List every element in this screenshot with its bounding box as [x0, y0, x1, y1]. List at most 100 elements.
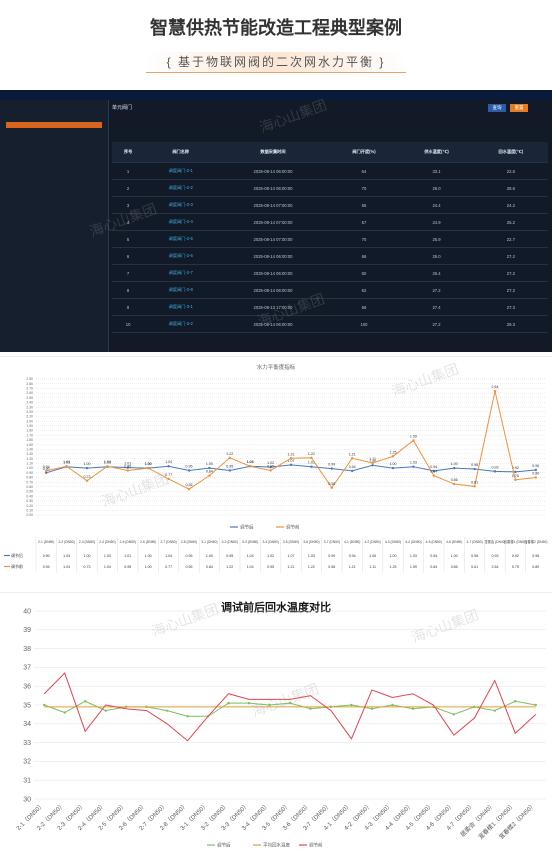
table-header: 4-2 (DN50)	[364, 540, 380, 544]
table-cell: 4	[112, 213, 145, 231]
table-cell: 29.3	[473, 315, 548, 333]
table-cell: 调度阀门-2-6	[144, 247, 218, 265]
table-cell: 1.00	[390, 554, 397, 558]
table-cell: 0.55	[186, 565, 193, 569]
data-point	[309, 707, 312, 710]
y-tick-label: 32	[23, 759, 31, 766]
data-point	[85, 466, 89, 470]
data-label: 1.04	[63, 460, 70, 464]
data-label: 1.21	[349, 452, 356, 456]
data-label: 1.00	[145, 462, 152, 466]
table-cell: 1.07	[288, 554, 295, 558]
table-cell: 调度阀门-2-4	[144, 213, 218, 231]
table-cell: 0.84	[206, 565, 213, 569]
table-header: 4-6 (DN50)	[446, 540, 462, 544]
data-label: 1.04	[165, 460, 172, 464]
data-point	[391, 455, 395, 458]
data-label: 1.00	[451, 462, 458, 466]
data-label: 0.95	[267, 464, 274, 468]
table-cell: 22.6	[473, 162, 548, 180]
data-label: 0.94	[349, 465, 356, 469]
data-point	[411, 707, 415, 710]
data-label: 0.66	[451, 478, 458, 482]
legend-label: 调节后	[217, 842, 231, 849]
data-point	[493, 389, 497, 393]
data-point	[330, 486, 333, 489]
table-header: 4-3 (DN50)	[385, 540, 401, 544]
table-header: 3-6 (DN50)	[303, 540, 319, 544]
data-label: 0.94	[43, 465, 50, 469]
table-header: 2-8 (DN50)	[181, 540, 197, 544]
data-point	[514, 700, 517, 703]
data-label: 1.00	[390, 462, 397, 466]
data-point	[473, 485, 476, 488]
data-point	[187, 469, 191, 472]
table-row: 1 调度阀门-2-1 2025-08-14 06:00:00 64 33.1 22.6	[112, 162, 548, 180]
table-cell: 10	[112, 315, 145, 333]
data-point	[167, 465, 170, 468]
data-label: 1.59	[410, 434, 417, 438]
data-label: 0.95	[226, 464, 233, 468]
data-point	[514, 478, 517, 482]
table-header: 4-4 (DN50)	[405, 540, 421, 544]
data-point	[65, 465, 68, 468]
data-point	[227, 701, 230, 705]
column-header: 数据采集时间	[217, 142, 329, 163]
table-cell: 调度阀门-2-5	[144, 230, 218, 248]
data-point	[391, 703, 394, 707]
y-tick-label: 0.80	[26, 476, 33, 480]
table-cell: 26.0	[399, 179, 474, 197]
data-label: 0.77	[165, 473, 172, 477]
table-header: 2-2 (DN50)	[58, 540, 74, 544]
table-header: 3-4 (DN50)	[262, 540, 278, 544]
data-label: 1.21	[288, 452, 295, 456]
data-point	[391, 466, 395, 470]
column-header: 回水温度(℃)	[473, 142, 548, 163]
table-header: 3-7 (DN50)	[324, 540, 340, 544]
table-cell: 调度阀门-2-7	[144, 264, 218, 282]
table-cell: 0.61	[471, 565, 478, 569]
reset-button[interactable]: 重置	[510, 104, 528, 112]
table-header: 3-3 (DN50)	[242, 540, 258, 544]
data-label: 0.95	[186, 464, 193, 468]
table-cell: 2025-08-14 06:00:00	[217, 179, 329, 197]
data-point	[288, 701, 292, 705]
table-cell: 26.0	[399, 247, 474, 265]
table-row-label: 调节前	[11, 563, 23, 569]
table-row: 5 调度阀门-2-5 2025-08-14 07:00:00 70 25.9 22.7	[112, 230, 548, 248]
table-cell: 27.2	[473, 264, 548, 282]
table-cell: 2025-08-13 17:00:00	[217, 298, 329, 316]
y-tick-label: 0.30	[26, 499, 33, 503]
table-cell: 0.95	[186, 554, 193, 558]
data-label: 1.00	[84, 462, 91, 466]
table-cell: 100	[328, 315, 400, 333]
data-point	[350, 703, 353, 707]
y-tick-label: 31	[23, 778, 31, 785]
data-point	[249, 465, 252, 468]
table-cell: 27.4	[399, 298, 474, 316]
table-cell: 1	[112, 162, 145, 180]
table-header: 2-6 (DN50)	[140, 540, 156, 544]
table-cell: 1.04	[247, 554, 254, 558]
y-tick-label: 1.50	[26, 443, 33, 447]
table-header: 宜春楼1 (DN50)	[504, 539, 527, 544]
table-row: 10 调度阀门-3-2 2025-08-14 06:00:00 100 27.2 29.3	[112, 315, 548, 333]
data-point	[85, 479, 89, 482]
data-label: 1.04	[247, 460, 254, 464]
table-cell: 64	[328, 162, 400, 180]
data-point	[289, 457, 293, 460]
table-header: 3-1 (DN50)	[201, 540, 217, 544]
table-header: 4-1 (DN50)	[344, 540, 360, 544]
search-button[interactable]: 查询	[488, 104, 506, 112]
table-row: 7 调度阀门-2-7 2025-08-14 06:00:00 60 26.4 27.2	[112, 264, 548, 282]
data-label: 0.99	[328, 463, 335, 467]
y-tick-label: 2.90	[26, 377, 33, 381]
y-tick-label: 0.60	[26, 485, 33, 489]
table-cell: 55	[328, 196, 400, 214]
table-cell: 调度阀门-3-1	[144, 298, 218, 316]
data-point	[167, 477, 170, 481]
table-cell: 27.2	[399, 315, 474, 333]
y-tick-label: 0.20	[26, 504, 33, 508]
page-subtitle: { 基于物联网阀的二次网水力平衡 }	[146, 52, 406, 73]
